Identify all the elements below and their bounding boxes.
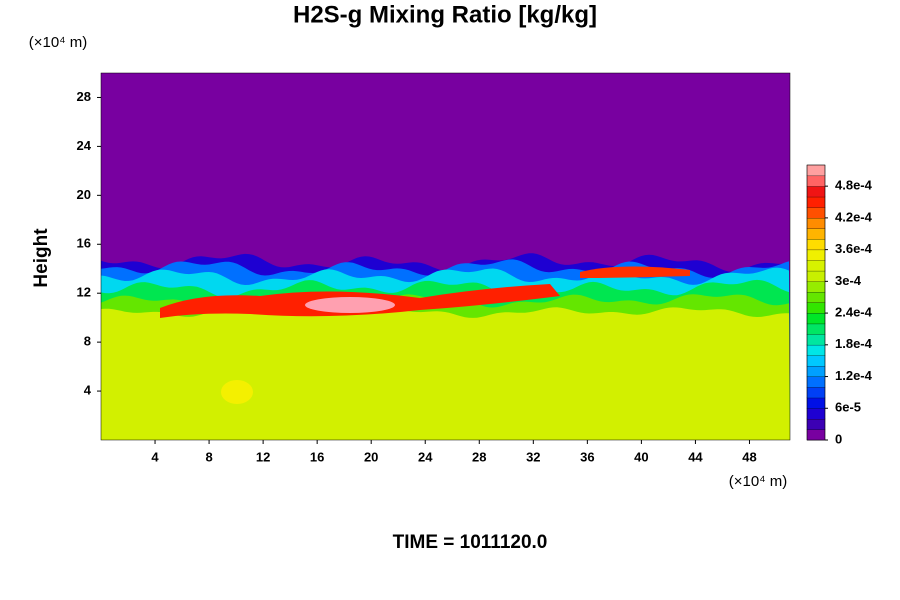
field-blob: [221, 380, 253, 404]
colorbar-tick-label: 1.2e-4: [835, 368, 873, 383]
chart-title: H2S-g Mixing Ratio [kg/kg]: [293, 1, 597, 28]
y-unit: (×10⁴ m): [29, 34, 88, 51]
colorbar-level: [806, 408, 826, 420]
y-tick-label: 8: [84, 334, 91, 349]
footer: TIME = 1011120.0: [393, 532, 548, 553]
plot-frame: [100, 72, 791, 441]
colorbar-level: [806, 207, 826, 219]
colorbar-level: [806, 397, 826, 409]
colorbar-level: [806, 260, 826, 272]
colorbar-level: [806, 249, 826, 261]
colorbar-frame: [806, 164, 826, 441]
x-tick-label: 36: [580, 449, 594, 464]
colorbar-tick-label: 4.8e-4: [835, 178, 873, 193]
colorbar-level: [806, 238, 826, 251]
colorbar-level: [806, 270, 826, 282]
colorbar-level: [806, 175, 826, 187]
x-tick-label: 44: [688, 449, 703, 464]
colorbar-tick-label: 1.8e-4: [835, 336, 873, 351]
colorbar-level: [806, 376, 826, 388]
colorbar-tick-label: 3.6e-4: [835, 241, 873, 256]
colorbar-level: [806, 418, 826, 430]
x-tick-label: 16: [310, 449, 324, 464]
y-axis-label: Height: [31, 228, 52, 288]
field: [101, 73, 790, 440]
colorbar-level: [806, 344, 826, 356]
y-tick-label: 20: [77, 187, 91, 202]
x-tick-label: 4: [151, 449, 159, 464]
colorbar-level: [806, 323, 826, 335]
field-core: [305, 297, 395, 313]
x-tick-label: 32: [526, 449, 540, 464]
colorbar-level: [806, 186, 826, 198]
colorbar-level: [806, 302, 826, 314]
colorbar-level: [806, 217, 826, 229]
colorbar-level: [806, 334, 826, 346]
x-tick-label: 48: [742, 449, 756, 464]
x-tick-label: 20: [364, 449, 378, 464]
colorbar-level: [806, 386, 826, 399]
colorbar-level: [806, 196, 826, 208]
y-tick-label: 4: [84, 383, 92, 398]
colorbar-level: [806, 355, 826, 367]
colorbar-level: [806, 291, 826, 303]
y-tick-label: 24: [77, 138, 92, 153]
y-tick-label: 12: [77, 285, 91, 300]
x-tick-label: 8: [205, 449, 212, 464]
colorbar-level: [806, 281, 826, 293]
colorbar-tick-label: 3e-4: [835, 273, 862, 288]
colorbar-level: [806, 312, 826, 325]
colorbar-tick-label: 2.4e-4: [835, 305, 873, 320]
x-tick-label: 12: [256, 449, 270, 464]
colorbar-tick-label: 4.2e-4: [835, 209, 873, 224]
field-streak: [580, 266, 690, 278]
x-unit: (×10⁴ m): [729, 473, 788, 490]
x-tick-label: 40: [634, 449, 648, 464]
y-tick-label: 16: [77, 236, 91, 251]
y-tick-label: 28: [77, 89, 91, 104]
colorbar-level: [806, 429, 826, 441]
colorbar-level: [806, 164, 826, 177]
colorbar-tick-label: 0: [835, 431, 842, 446]
colorbar-level: [806, 228, 826, 240]
colorbar-level: [806, 365, 826, 377]
colorbar-tick-label: 6e-5: [835, 400, 861, 415]
x-tick-label: 24: [418, 449, 433, 464]
field-band: [101, 306, 790, 440]
x-tick-label: 28: [472, 449, 486, 464]
